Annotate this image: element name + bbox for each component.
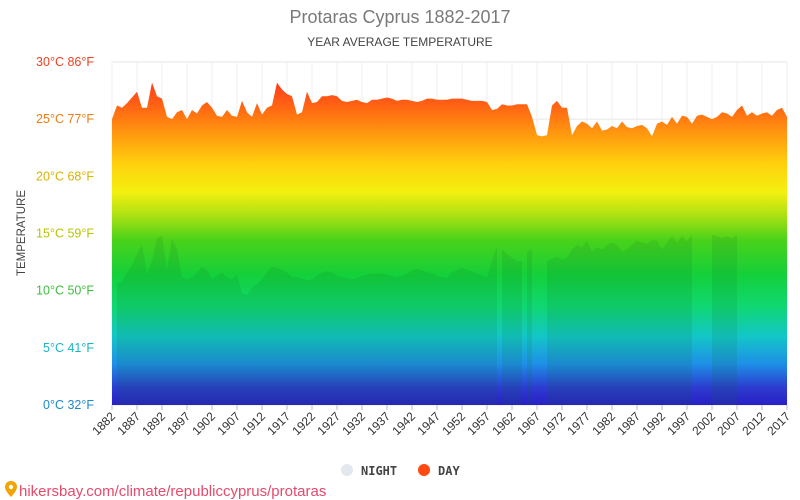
y-tick-label-10: 10°C 50°F xyxy=(36,284,94,298)
x-tick-label-1902: 1902 xyxy=(189,409,218,438)
chart-title: Protaras Cyprus 1882-2017 xyxy=(289,7,510,27)
x-tick-label-1917: 1917 xyxy=(264,409,293,438)
legend-night-label: NIGHT xyxy=(361,464,397,478)
x-axis-ticks: 1882188718921897190219071912191719221927… xyxy=(89,405,793,438)
x-tick-label-1932: 1932 xyxy=(339,409,368,438)
x-tick-label-1912: 1912 xyxy=(239,409,268,438)
x-tick-label-1907: 1907 xyxy=(214,409,243,438)
x-tick-label-1977: 1977 xyxy=(564,409,593,438)
y-axis-ticks: 0°C 32°F 5°C 41°F 10°C 50°F 15°C 59°F 20°C 6… xyxy=(36,55,94,412)
y-tick-label-25: 25°C 77°F xyxy=(36,112,94,126)
x-tick-label-2017: 2017 xyxy=(764,409,793,438)
legend-item-night[interactable]: NIGHT xyxy=(341,464,397,478)
x-tick-label-1927: 1927 xyxy=(314,409,343,438)
x-tick-label-1992: 1992 xyxy=(639,409,668,438)
legend: NIGHT DAY xyxy=(341,464,460,478)
x-tick-label-1942: 1942 xyxy=(389,409,418,438)
night-tint-segment-4 xyxy=(547,234,692,405)
x-tick-label-1982: 1982 xyxy=(589,409,618,438)
x-tick-label-1897: 1897 xyxy=(164,409,193,438)
y-tick-label-20: 20°C 68°F xyxy=(36,169,94,183)
night-tint-segment-3 xyxy=(527,249,532,405)
x-tick-label-1887: 1887 xyxy=(114,409,143,438)
y-tick-label-30: 30°C 86°F xyxy=(36,55,94,69)
x-tick-label-1987: 1987 xyxy=(614,409,643,438)
night-tint-segment-1 xyxy=(117,235,497,405)
legend-item-day[interactable]: DAY xyxy=(418,464,460,478)
night-area-segment-2 xyxy=(502,249,522,405)
y-tick-label-15: 15°C 59°F xyxy=(36,227,94,241)
chart-titles: Protaras Cyprus 1882-2017 YEAR AVERAGE T… xyxy=(289,7,510,49)
x-tick-label-1967: 1967 xyxy=(514,409,543,438)
x-tick-label-1892: 1892 xyxy=(139,409,168,438)
legend-day-swatch xyxy=(418,464,430,476)
source-credit[interactable]: hikersbay.com/climate/republiccyprus/pro… xyxy=(5,481,326,500)
x-tick-label-2012: 2012 xyxy=(739,409,768,438)
y-tick-label-5: 5°C 41°F xyxy=(43,341,94,355)
night-series xyxy=(117,234,737,405)
night-area-segment-5 xyxy=(712,234,737,405)
night-area-segment-3 xyxy=(527,249,532,405)
x-tick-label-1962: 1962 xyxy=(489,409,518,438)
x-tick-label-2002: 2002 xyxy=(689,409,718,438)
x-tick-label-1882: 1882 xyxy=(89,409,118,438)
legend-night-swatch xyxy=(341,464,353,476)
y-axis-title: TEMPERATURE xyxy=(16,190,28,276)
night-area-segment-4 xyxy=(547,234,692,405)
x-tick-label-1922: 1922 xyxy=(289,409,318,438)
x-tick-label-1937: 1937 xyxy=(364,409,393,438)
x-tick-label-2007: 2007 xyxy=(714,409,743,438)
x-tick-label-1947: 1947 xyxy=(414,409,443,438)
x-tick-label-1952: 1952 xyxy=(439,409,468,438)
night-area-segment-1 xyxy=(117,235,497,405)
x-tick-label-1957: 1957 xyxy=(464,409,493,438)
source-url[interactable]: hikersbay.com/climate/republiccyprus/pro… xyxy=(19,483,326,500)
x-tick-label-1972: 1972 xyxy=(539,409,568,438)
night-tint-segment-2 xyxy=(502,249,522,405)
legend-day-label: DAY xyxy=(438,464,460,478)
y-tick-label-0: 0°C 32°F xyxy=(43,398,94,412)
x-tick-label-1997: 1997 xyxy=(664,409,693,438)
chart-subtitle: YEAR AVERAGE TEMPERATURE xyxy=(307,35,492,49)
map-pin-dot xyxy=(8,484,14,490)
night-tint-segment-5 xyxy=(712,234,737,405)
plot-area xyxy=(112,82,787,405)
